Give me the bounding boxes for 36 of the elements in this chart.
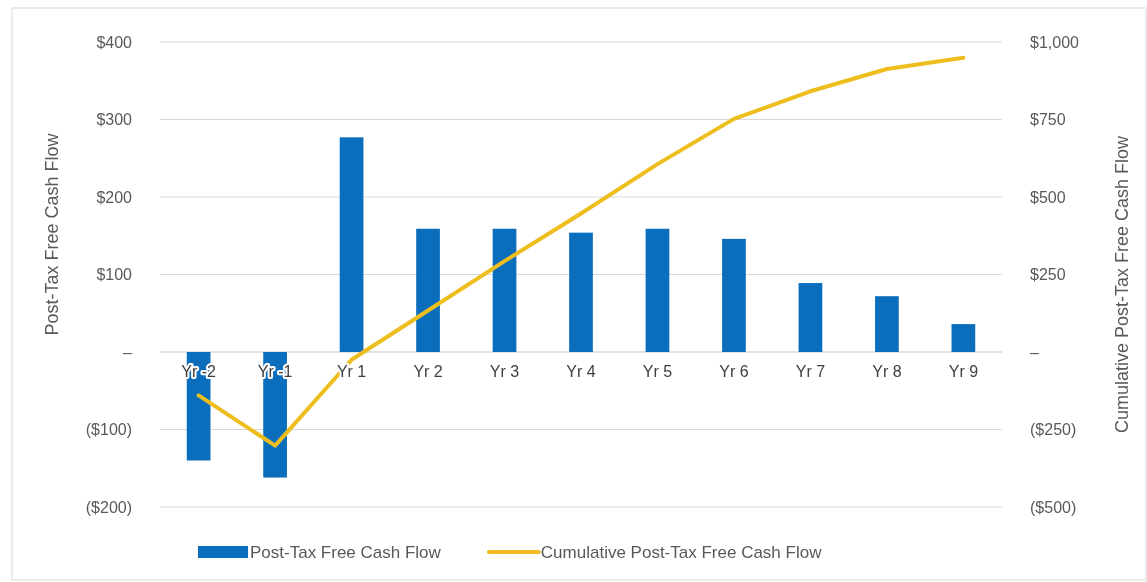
- y-tick-label: $200: [96, 188, 133, 206]
- x-tick-label: Yr 9: [948, 363, 979, 381]
- y2-tick-label: $750: [1030, 111, 1066, 129]
- bar: [875, 296, 899, 352]
- x-tick-label: Yr 3: [489, 363, 520, 381]
- y2-tick-label: ($250): [1030, 421, 1077, 439]
- x-tick-label: Yr 7: [795, 363, 826, 381]
- x-tick-label: Yr 5: [642, 363, 673, 381]
- legend-label: Post-Tax Free Cash Flow: [250, 543, 442, 562]
- y-tick-label: $300: [96, 111, 133, 129]
- line-series: [196, 55, 966, 448]
- bar: [722, 238, 746, 352]
- bar: [951, 324, 976, 352]
- legend-label: Cumulative Post-Tax Free Cash Flow: [540, 543, 823, 562]
- x-tick-label: Yr 4: [566, 363, 596, 381]
- y2-tick-label: –: [1030, 343, 1039, 361]
- y2-axis-title: Cumulative Post-Tax Free Cash Flow: [1112, 134, 1132, 434]
- y2-tick-label: ($500): [1030, 498, 1077, 516]
- y-tick-label: $400: [96, 33, 133, 51]
- y-tick-label: –: [123, 343, 133, 361]
- x-tick-label: Yr 2: [413, 363, 443, 381]
- y-tick-label: $100: [96, 266, 133, 284]
- bar: [416, 228, 440, 352]
- y-tick-label: ($100): [85, 421, 132, 439]
- bar: [492, 228, 517, 352]
- x-tick-label: Yr 6: [719, 363, 749, 381]
- bar: [798, 283, 823, 352]
- bar: [339, 137, 364, 352]
- bar: [569, 232, 593, 352]
- y2-tick-label: $1,000: [1030, 33, 1080, 51]
- x-tick-label: Yr 8: [872, 363, 902, 381]
- y2-tick-label: $500: [1030, 188, 1066, 206]
- y-axis-title: Post-Tax Free Cash Flow: [42, 132, 62, 336]
- y-tick-label: ($200): [85, 498, 132, 516]
- y2-tick-label: $250: [1030, 266, 1066, 284]
- bar: [645, 228, 670, 352]
